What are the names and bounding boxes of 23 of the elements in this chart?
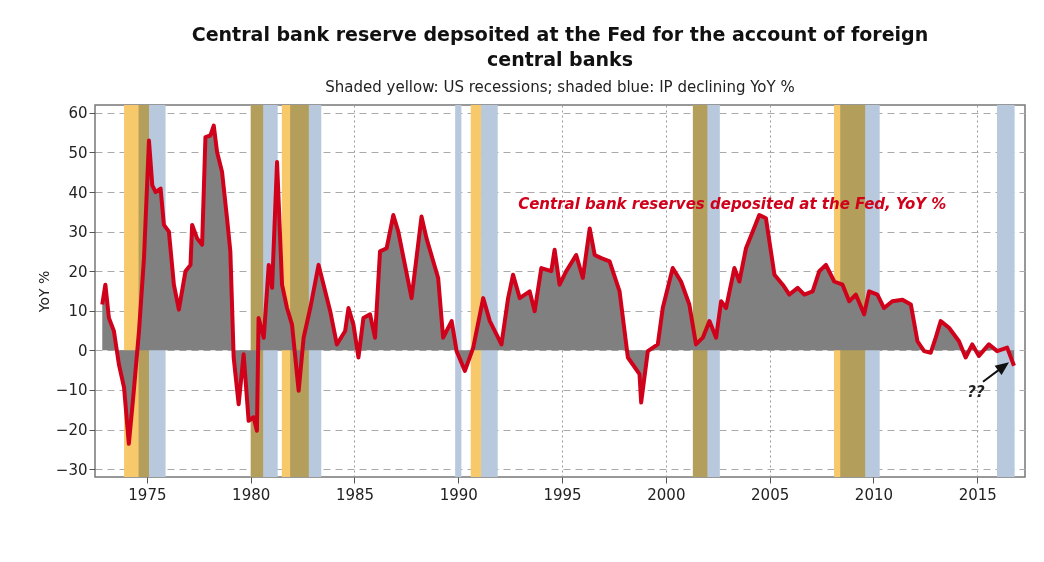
x-tick-label: 1985	[335, 485, 375, 504]
x-tick-label: 1995	[543, 485, 582, 504]
y-tick-label: 50	[68, 143, 88, 162]
chart-subtitle: Shaded yellow: US recessions; shaded blue: IP declining YoY %	[325, 78, 795, 96]
x-tick-label: 2010	[854, 485, 894, 504]
x-tick-label: 1980	[232, 485, 271, 504]
y-axis-title: YoY %	[35, 270, 52, 314]
annotation: ??	[967, 382, 985, 401]
x-tick-label: 2005	[751, 485, 790, 504]
y-tick-label: −30	[55, 460, 88, 479]
y-tick-label: 40	[68, 183, 88, 202]
y-tick-label: 30	[68, 223, 88, 242]
x-tick-label: 2015	[958, 485, 997, 504]
x-tick-label: 2000	[647, 485, 686, 504]
y-tick-label: 20	[68, 262, 88, 281]
x-tick-label: 1990	[439, 485, 478, 504]
y-tick-label: −10	[55, 381, 88, 400]
y-tick-label: 60	[68, 104, 88, 123]
x-tick-label: 1975	[128, 485, 167, 504]
y-tick-label: 10	[68, 302, 88, 321]
y-tick-label: −20	[55, 421, 88, 440]
y-tick-label: 0	[77, 341, 88, 360]
chart-title: Central bank reserve depsoited at the Fed for the account of foreign central banks	[191, 23, 929, 70]
